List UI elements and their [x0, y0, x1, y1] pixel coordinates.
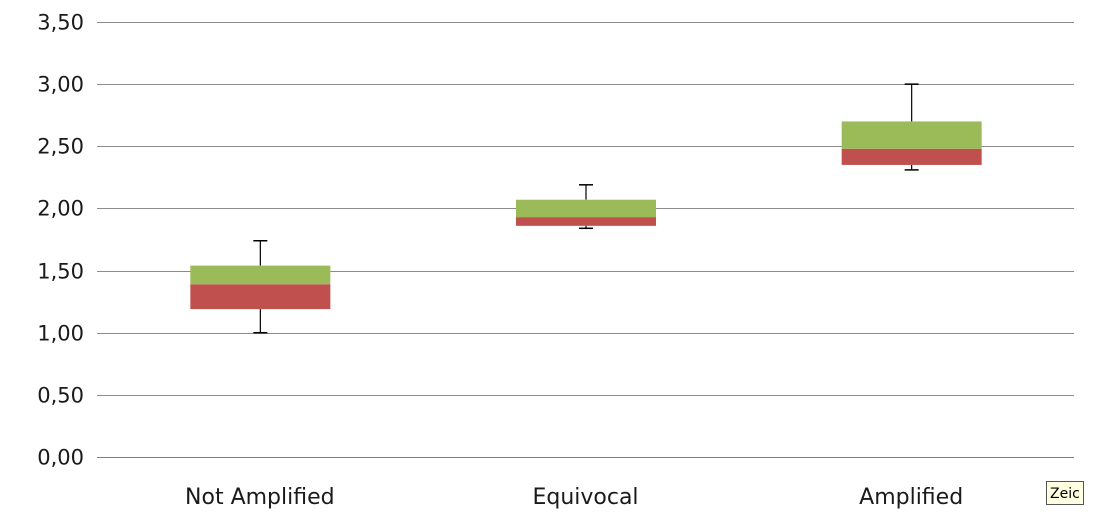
box-upper-segment: [516, 200, 656, 217]
tooltip-label: Zeic: [1046, 481, 1084, 505]
box-lower-segment: [190, 284, 330, 309]
gridlines: [97, 23, 1074, 458]
y-tick-label: 0,00: [37, 446, 84, 470]
box-lower-segment: [516, 217, 656, 226]
x-category-label: Amplified: [859, 485, 963, 510]
y-tick-label: 2,50: [37, 135, 84, 159]
y-tick-label: 3,50: [37, 11, 84, 35]
y-axis-tick-labels: 0,00 0,50 1,00 1,50 2,00 2,50 3,00 3,50: [37, 11, 84, 470]
box-equivocal: [516, 185, 656, 229]
x-axis-category-labels: Not Amplified Equivocal Amplified: [185, 485, 963, 510]
box-lower-segment: [842, 149, 982, 165]
x-category-label: Not Amplified: [185, 485, 335, 510]
y-tick-label: 0,50: [37, 384, 84, 408]
y-tick-label: 3,00: [37, 73, 84, 97]
box-upper-segment: [190, 266, 330, 285]
box-upper-segment: [842, 121, 982, 148]
x-category-label: Equivocal: [532, 485, 638, 510]
y-tick-label: 1,50: [37, 260, 84, 284]
y-tick-label: 1,00: [37, 322, 84, 346]
y-tick-label: 2,00: [37, 197, 84, 221]
box-not-amplified: [190, 241, 330, 333]
box-amplified: [842, 84, 982, 170]
